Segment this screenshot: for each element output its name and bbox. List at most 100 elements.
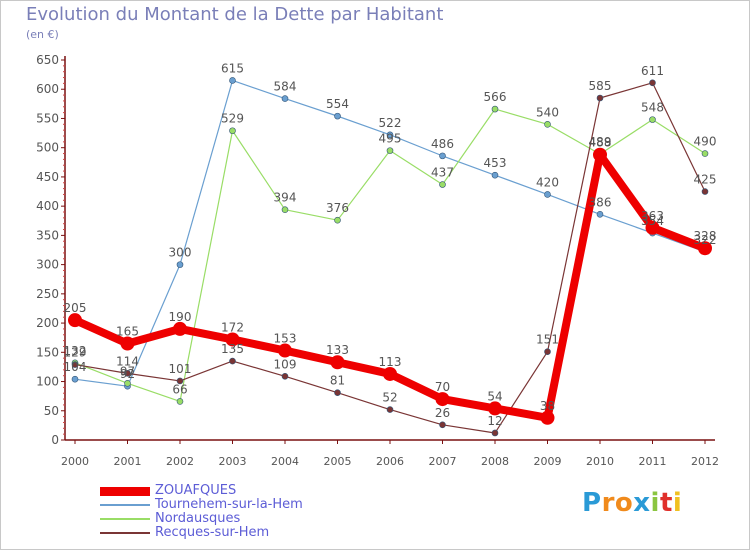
data-point	[71, 375, 79, 383]
data-label: 615	[221, 61, 244, 75]
data-point	[701, 150, 709, 157]
data-point	[334, 216, 341, 224]
data-label: 135	[221, 342, 244, 356]
data-label: 425	[694, 173, 717, 187]
data-label: 495	[379, 132, 402, 146]
data-point	[120, 336, 135, 351]
data-point	[544, 121, 551, 128]
x-tick-label: 2004	[271, 455, 299, 468]
data-point	[229, 127, 236, 135]
data-label: 81	[330, 374, 345, 388]
y-tick-label: 400	[36, 199, 59, 213]
data-point	[596, 94, 604, 102]
data-point	[334, 112, 341, 120]
data-label: 205	[64, 301, 87, 315]
data-point	[491, 429, 499, 437]
data-point	[281, 95, 289, 102]
data-point	[491, 171, 499, 179]
data-label: 376	[326, 201, 349, 215]
data-point	[435, 392, 450, 407]
logo-letter: i	[650, 488, 660, 518]
data-label: 26	[435, 406, 450, 420]
y-tick-label: 250	[36, 287, 59, 301]
data-label: 611	[641, 64, 664, 78]
data-point	[488, 401, 502, 416]
data-point	[544, 191, 551, 198]
legend-swatch	[100, 532, 150, 534]
x-tick-label: 2009	[534, 455, 562, 468]
proxiti-logo: Proxiti	[582, 488, 682, 518]
data-point	[71, 361, 79, 368]
data-point	[281, 372, 289, 380]
data-label: 300	[169, 246, 192, 260]
data-point	[383, 366, 397, 381]
data-label: 437	[431, 166, 454, 180]
data-label: 109	[274, 357, 297, 371]
data-point	[439, 152, 446, 160]
data-point	[649, 79, 656, 87]
logo-letter: P	[582, 488, 602, 518]
y-tick-label: 500	[36, 141, 59, 155]
data-label: 132	[64, 344, 87, 358]
data-point	[596, 211, 604, 218]
data-label: 328	[694, 229, 717, 243]
data-label: 394	[274, 191, 297, 205]
data-point	[176, 261, 184, 268]
data-label: 490	[694, 135, 717, 149]
legend-swatch	[100, 487, 150, 496]
data-point	[278, 343, 292, 358]
data-point	[176, 377, 184, 385]
data-point	[124, 370, 131, 377]
y-tick-label: 650	[36, 53, 59, 67]
data-label: 548	[641, 101, 664, 115]
logo-letter: x	[633, 488, 651, 518]
legend-label: ZOUAFQUES	[155, 483, 237, 498]
data-label: 151	[536, 333, 559, 347]
legend-swatch	[100, 518, 150, 520]
data-label: 113	[379, 355, 402, 369]
data-label: 522	[379, 116, 402, 130]
data-label: 70	[435, 380, 450, 394]
data-point	[645, 220, 660, 235]
data-point	[68, 313, 82, 328]
data-point	[491, 105, 499, 113]
x-tick-label: 2006	[376, 455, 404, 468]
data-label: 190	[169, 310, 192, 324]
data-label: 566	[484, 90, 507, 104]
data-point	[593, 147, 607, 162]
legend-label: Nordausques	[155, 511, 241, 526]
legend-label: Recques-sur-Hem	[155, 525, 270, 540]
x-tick-label: 2001	[114, 455, 142, 468]
data-point	[281, 206, 289, 213]
data-label: 153	[274, 332, 297, 346]
x-tick-label: 2003	[219, 455, 247, 468]
data-label: 489	[589, 135, 612, 149]
legend-swatch	[100, 504, 150, 506]
data-point	[173, 321, 187, 336]
data-label: 354	[641, 214, 664, 228]
data-point	[386, 406, 394, 413]
data-label: 363	[641, 209, 664, 223]
data-label: 529	[221, 112, 244, 126]
logo-letter: t	[659, 488, 673, 518]
y-tick-label: 150	[36, 345, 59, 359]
data-label: 114	[116, 354, 139, 368]
data-point	[386, 131, 394, 139]
data-point	[229, 77, 236, 84]
data-label: 322	[694, 233, 717, 247]
data-label: 172	[221, 320, 244, 334]
data-label: 165	[116, 325, 139, 339]
x-tick-label: 2011	[639, 455, 667, 468]
data-point	[176, 398, 184, 405]
x-tick-label: 2000	[61, 455, 89, 468]
data-point	[649, 116, 656, 123]
data-point	[701, 188, 709, 195]
y-tick-label: 550	[36, 111, 59, 125]
x-tick-label: 2007	[429, 455, 457, 468]
y-tick-label: 0	[51, 433, 59, 447]
legend-label: Tournehem-sur-la-Hem	[155, 497, 303, 512]
data-point	[439, 421, 446, 429]
data-point	[334, 389, 341, 396]
data-label: 133	[326, 343, 349, 357]
